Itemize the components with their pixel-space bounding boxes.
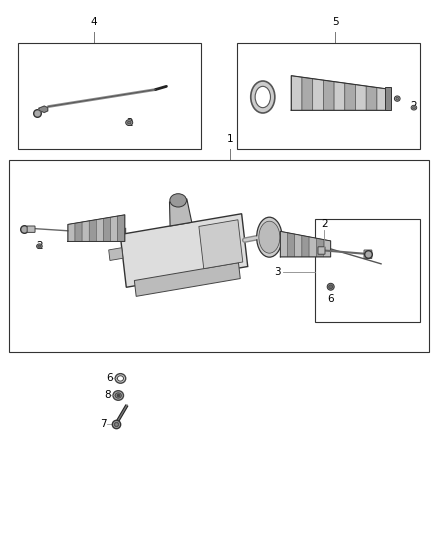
Polygon shape xyxy=(309,237,316,257)
Polygon shape xyxy=(68,223,75,241)
Text: 4: 4 xyxy=(91,17,98,27)
Text: 6: 6 xyxy=(106,374,113,383)
Ellipse shape xyxy=(36,244,42,248)
FancyBboxPatch shape xyxy=(318,247,325,254)
Polygon shape xyxy=(103,217,111,241)
Text: 5: 5 xyxy=(332,17,339,27)
Polygon shape xyxy=(120,214,248,287)
Polygon shape xyxy=(75,222,82,241)
Bar xyxy=(237,43,420,149)
FancyBboxPatch shape xyxy=(364,250,372,259)
Bar xyxy=(385,87,391,110)
Polygon shape xyxy=(96,219,103,241)
Text: 2: 2 xyxy=(321,219,328,229)
Bar xyxy=(9,160,429,352)
Bar xyxy=(315,219,420,322)
Ellipse shape xyxy=(113,391,124,400)
Polygon shape xyxy=(109,248,123,261)
Ellipse shape xyxy=(115,374,126,383)
Bar xyxy=(18,43,201,149)
Ellipse shape xyxy=(259,221,280,253)
Polygon shape xyxy=(334,82,345,110)
Text: 2: 2 xyxy=(36,241,43,251)
Text: 1: 1 xyxy=(226,134,233,144)
Ellipse shape xyxy=(412,107,415,109)
Text: 6: 6 xyxy=(327,294,334,304)
Text: 7: 7 xyxy=(100,419,106,429)
Ellipse shape xyxy=(396,97,399,100)
Polygon shape xyxy=(324,239,331,257)
Ellipse shape xyxy=(127,122,131,124)
Polygon shape xyxy=(39,106,48,112)
Ellipse shape xyxy=(115,393,121,398)
Polygon shape xyxy=(323,80,334,110)
Ellipse shape xyxy=(170,193,187,207)
Text: 8: 8 xyxy=(104,391,110,400)
Polygon shape xyxy=(170,199,192,226)
Ellipse shape xyxy=(411,106,417,110)
Text: 3: 3 xyxy=(274,267,280,277)
Polygon shape xyxy=(302,236,309,257)
Polygon shape xyxy=(89,220,96,241)
Polygon shape xyxy=(316,238,324,257)
Polygon shape xyxy=(313,79,323,110)
Polygon shape xyxy=(111,216,118,241)
Text: 2: 2 xyxy=(410,101,417,111)
Ellipse shape xyxy=(126,120,133,125)
Text: 2: 2 xyxy=(126,118,133,128)
Ellipse shape xyxy=(251,81,275,113)
Ellipse shape xyxy=(328,285,333,289)
Polygon shape xyxy=(82,221,89,241)
Polygon shape xyxy=(287,233,295,257)
Polygon shape xyxy=(366,86,377,110)
Ellipse shape xyxy=(395,96,400,101)
Ellipse shape xyxy=(38,245,41,247)
FancyBboxPatch shape xyxy=(27,226,35,232)
Ellipse shape xyxy=(257,217,282,257)
Polygon shape xyxy=(291,76,302,110)
Polygon shape xyxy=(345,83,356,110)
Ellipse shape xyxy=(255,86,271,108)
Polygon shape xyxy=(302,77,313,110)
Ellipse shape xyxy=(327,284,334,290)
Polygon shape xyxy=(134,263,240,296)
Polygon shape xyxy=(356,85,366,110)
Polygon shape xyxy=(295,234,302,257)
Polygon shape xyxy=(377,87,388,110)
Polygon shape xyxy=(280,231,287,257)
Polygon shape xyxy=(118,215,125,241)
Ellipse shape xyxy=(117,376,124,381)
Polygon shape xyxy=(199,220,243,269)
